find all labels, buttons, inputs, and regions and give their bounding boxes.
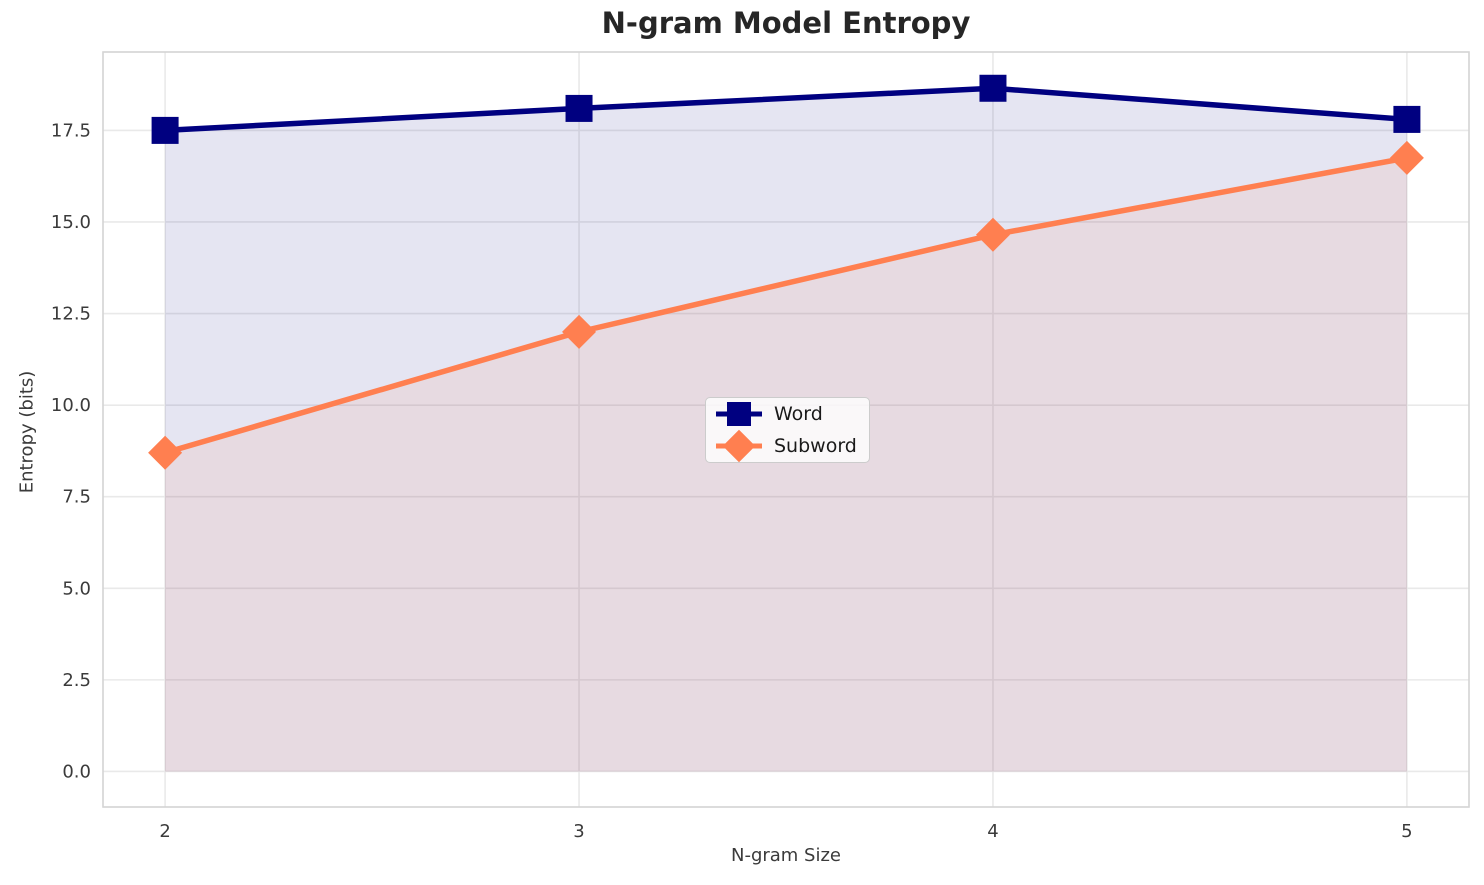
y-tick-label: 17.5	[51, 120, 91, 141]
x-axis-label: N-gram Size	[730, 845, 842, 866]
legend-label-subword: Subword	[774, 435, 857, 457]
y-tick-label: 0.0	[62, 761, 91, 782]
x-tick-label: 3	[573, 821, 584, 842]
x-tick-label: 4	[987, 821, 998, 842]
y-tick-label: 5.0	[62, 578, 91, 599]
plot-frame	[102, 51, 1470, 808]
x-tick-label: 2	[159, 821, 170, 842]
y-tick-label: 10.0	[51, 395, 91, 416]
word-line	[162, 85, 1410, 134]
word-marker	[565, 94, 593, 122]
word-marker	[979, 74, 1007, 102]
subword-marker	[562, 314, 597, 349]
legend-item-word: Word	[716, 399, 859, 429]
subword-marker	[148, 435, 183, 470]
word-marker	[1393, 105, 1421, 133]
subword-legend-marker-icon	[716, 429, 762, 463]
subword-marker	[975, 217, 1010, 252]
word-legend-marker-icon	[716, 399, 762, 429]
chart-title: N-gram Model Entropy	[601, 6, 971, 40]
y-axis-label: Entropy (bits)	[16, 370, 38, 494]
subword-marker	[1389, 140, 1424, 175]
y-tick-label: 7.5	[62, 487, 91, 508]
legend-item-subword: Subword	[716, 429, 859, 463]
legend: Word Subword	[705, 397, 870, 463]
word-marker	[151, 116, 179, 144]
subword-area-fill	[165, 157, 1407, 772]
subword-line	[162, 155, 1410, 456]
y-tick-label: 15.0	[51, 212, 91, 233]
legend-label-word: Word	[774, 403, 823, 425]
y-tick-label: 2.5	[62, 670, 91, 691]
y-tick-label: 12.5	[51, 304, 91, 325]
x-tick-label: 5	[1401, 821, 1412, 842]
